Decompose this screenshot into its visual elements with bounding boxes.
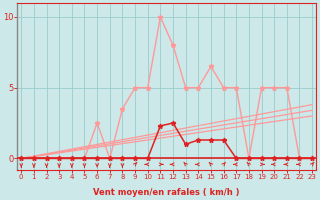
X-axis label: Vent moyen/en rafales ( km/h ): Vent moyen/en rafales ( km/h )	[93, 188, 240, 197]
